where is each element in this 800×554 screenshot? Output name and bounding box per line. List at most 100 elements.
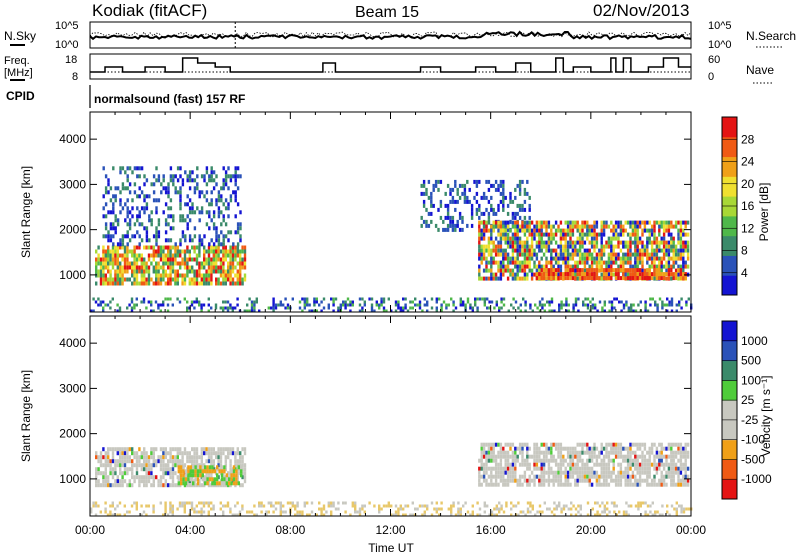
echo-cell	[487, 268, 491, 273]
echo-cell	[578, 478, 582, 483]
echo-cell	[494, 462, 498, 467]
echo-cell	[236, 202, 240, 207]
echo-cell	[182, 477, 185, 482]
echo-cell	[440, 309, 443, 313]
echo-cell	[143, 206, 146, 211]
echo-cell	[157, 269, 160, 274]
echo-cell	[217, 214, 221, 219]
echo-cell	[198, 501, 201, 505]
echo-cell	[523, 215, 527, 220]
echo-cell	[679, 232, 683, 237]
echo-cell	[650, 478, 654, 483]
echo-cell	[131, 463, 134, 468]
echo-cell	[220, 230, 223, 235]
echo-cell	[239, 451, 242, 456]
echo-cell	[483, 303, 486, 307]
echo-cell	[603, 504, 606, 508]
echo-cell	[107, 475, 110, 480]
echo-cell	[220, 477, 224, 482]
echo-cell	[186, 459, 189, 464]
echo-cell	[222, 234, 225, 239]
echo-cell	[602, 462, 606, 467]
echo-cell	[219, 451, 223, 456]
echo-cell	[569, 228, 572, 233]
echo-cell	[538, 236, 541, 241]
echo-cell	[143, 475, 146, 480]
echo-cell	[562, 228, 565, 233]
echo-cell	[229, 257, 232, 262]
echo-cell	[133, 249, 136, 254]
echo-cell	[655, 276, 659, 281]
echo-cell	[480, 252, 483, 257]
echo-cell	[677, 478, 680, 483]
echo-cell	[462, 303, 465, 307]
echo-cell	[102, 306, 105, 310]
echo-cell	[210, 277, 213, 282]
echo-cell	[279, 510, 282, 514]
echo-cell	[655, 252, 659, 257]
echo-cell	[538, 228, 541, 233]
echo-cell	[653, 220, 656, 225]
echo-cell	[570, 501, 573, 505]
echo-cell	[686, 466, 690, 471]
echo-cell	[145, 261, 148, 266]
echo-cell	[523, 470, 527, 475]
x-tick-label: 12:00	[375, 523, 405, 537]
echo-cell	[196, 182, 199, 187]
echo-cell	[171, 269, 175, 274]
echo-cell	[155, 261, 158, 266]
echo-cell	[186, 455, 189, 460]
echo-cell	[612, 224, 615, 229]
echo-cell	[463, 187, 467, 192]
echo-cell	[169, 245, 172, 250]
echo-cell	[427, 195, 431, 200]
echo-cell	[581, 256, 584, 261]
echo-cell	[99, 257, 103, 262]
echo-cell	[612, 470, 615, 475]
echo-cell	[199, 469, 202, 474]
echo-cell	[679, 446, 683, 451]
echo-cell	[143, 281, 146, 286]
noise-right-label: N.Search	[746, 29, 796, 43]
echo-cell	[632, 303, 635, 307]
echo-cell	[526, 264, 529, 269]
echo-cell	[670, 466, 673, 471]
echo-cell	[135, 471, 139, 476]
echo-cell	[583, 260, 587, 265]
echo-cell	[222, 513, 225, 517]
echo-cell	[106, 513, 110, 517]
echo-cell	[308, 513, 311, 517]
echo-cell	[487, 482, 491, 487]
echo-cell	[164, 261, 167, 266]
echo-cell	[646, 478, 649, 483]
echo-cell	[306, 513, 309, 517]
echo-cell	[511, 199, 515, 204]
echo-cell	[672, 466, 675, 471]
echo-cell	[480, 228, 483, 233]
x-tick-label: 00:00	[75, 523, 105, 537]
echo-cell	[107, 230, 110, 235]
echo-cell	[562, 458, 565, 463]
echo-cell	[521, 264, 524, 269]
echo-cell	[612, 458, 615, 463]
echo-cell	[629, 454, 632, 459]
echo-cell	[306, 297, 309, 301]
echo-cell	[450, 510, 453, 514]
echo-cell	[114, 198, 117, 203]
echo-cell	[236, 451, 239, 456]
echo-cell	[111, 451, 115, 456]
echo-cell	[662, 474, 666, 479]
echo-cell	[550, 272, 553, 277]
echo-cell	[449, 199, 452, 204]
echo-cell	[663, 303, 666, 307]
echo-cell	[538, 264, 541, 269]
echo-cell	[196, 477, 200, 482]
echo-cell	[231, 306, 234, 310]
echo-cell	[164, 504, 167, 508]
echo-cell	[159, 273, 163, 278]
echo-cell	[454, 223, 457, 228]
echo-cell	[416, 303, 419, 307]
echo-cell	[586, 232, 589, 237]
echo-cell	[107, 238, 110, 243]
echo-cell	[186, 309, 189, 313]
